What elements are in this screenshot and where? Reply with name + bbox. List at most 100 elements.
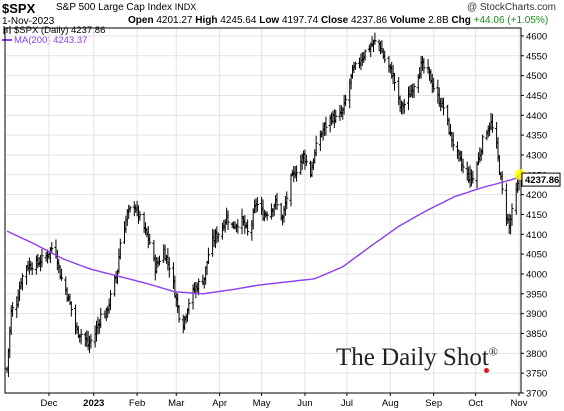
price-bar (294, 165, 299, 182)
x-tick-label: Apr (212, 398, 227, 409)
price-bar (157, 255, 162, 266)
price-bar (324, 116, 328, 136)
x-tick-label: Mar (168, 398, 184, 409)
x-axis: Dec 2023 Feb Mar Apr May Jun Jul Aug Sep Oct Nov (41, 393, 528, 409)
price-bar (69, 301, 73, 317)
price-bar (167, 257, 171, 278)
price-bar (363, 49, 367, 61)
ma200-series (6, 176, 520, 295)
price-bar (285, 191, 289, 210)
price-bar (402, 98, 406, 114)
price-bar (510, 203, 514, 226)
price-bar (426, 58, 430, 74)
price-bar (471, 170, 475, 184)
volume-label: Volume (389, 15, 426, 26)
price-bar (118, 238, 122, 260)
price-bar (481, 134, 485, 155)
y-tick-label: 4350 (526, 131, 547, 142)
x-tick-label: Jul (341, 398, 353, 409)
y-tick-label: 3950 (526, 289, 547, 300)
price-bar (497, 155, 502, 175)
price-bar (314, 135, 318, 157)
quote-summary: Open 4201.27 High 4245.64 Low 4197.74 Cl… (128, 15, 548, 26)
y-tick-label: 3850 (526, 329, 547, 340)
change-label: Chg (451, 15, 471, 26)
close-label: Close (320, 15, 349, 26)
y-tick-label: 4200 (526, 190, 547, 201)
ticker-symbol: $SPX (2, 1, 36, 16)
index-name: S&P 500 Large Cap Index INDX (56, 2, 196, 13)
price-bar (255, 197, 260, 212)
quote-date: 1-Nov-2023 (2, 16, 55, 27)
y-tick-label: 4500 (526, 71, 547, 82)
price-bar (89, 334, 93, 349)
x-tick-label: Oct (468, 398, 483, 409)
price-bar (422, 57, 426, 74)
price-bar (99, 307, 103, 329)
plot-frame (4, 27, 522, 394)
price-bar (59, 268, 64, 281)
y-tick-label: 3750 (526, 369, 547, 380)
last-price-marker: 4237.86 (514, 169, 561, 187)
price-bar (265, 211, 269, 221)
x-tick-label: Feb (129, 398, 145, 409)
price-bar (216, 232, 220, 242)
low-value: 4197.74 (282, 15, 319, 26)
price-bar (50, 242, 54, 254)
price-bar (79, 328, 83, 345)
price-bar (138, 210, 142, 221)
exchange-code: INDX (174, 2, 197, 12)
legend-ma-swatch (2, 39, 12, 42)
price-bar (148, 233, 152, 245)
price-bar (412, 83, 416, 99)
legend-ma-text: MA(200) 4243.37 (14, 35, 88, 46)
y-tick-label: 3700 (526, 389, 547, 400)
high-value: 4245.64 (220, 15, 257, 26)
change-value: +44.06 (+1.05%) (473, 15, 549, 26)
price-bar (334, 109, 338, 124)
x-tick-label: Dec (41, 398, 58, 409)
y-tick-label: 4400 (526, 111, 547, 122)
price-bar (226, 210, 230, 230)
price-bar (353, 61, 357, 70)
y-tick-label: 4550 (526, 51, 547, 62)
y-tick-label: 4300 (526, 150, 547, 161)
y-tick-label: 3900 (526, 309, 547, 320)
price-bar (236, 219, 240, 234)
y-tick-label: 4150 (526, 210, 547, 221)
price-bar (490, 113, 495, 133)
price-bar (392, 72, 397, 91)
price-bar (20, 273, 24, 291)
price-bar (128, 205, 132, 213)
price-bar (206, 247, 211, 264)
y-tick-label: 4600 (526, 31, 547, 42)
y-tick-label: 3800 (526, 349, 547, 360)
legend-price-text: $SPX (Daily) 4237.86 (14, 25, 106, 36)
price-bar (383, 50, 387, 63)
close-value: 4237.86 (350, 15, 388, 26)
price-bar (343, 94, 348, 107)
price-bar (451, 132, 455, 151)
watermark: The Daily Shot® (336, 344, 498, 372)
watermark-text: The Daily Shot (336, 344, 489, 371)
price-bar (441, 97, 446, 116)
x-tick-label: Jun (297, 398, 312, 409)
y-tick-label: 4050 (526, 250, 547, 261)
price-bar (177, 304, 181, 323)
price-bar (197, 278, 201, 296)
price-bar (246, 219, 250, 236)
plot-border (4, 27, 522, 394)
price-bar (30, 262, 34, 276)
index-full-name: S&P 500 Large Cap Index (56, 2, 173, 13)
x-tick-label: 2023 (83, 398, 104, 409)
price-bar (461, 158, 465, 174)
y-tick-label: 4450 (526, 91, 547, 102)
y-tick-label: 4000 (526, 269, 547, 280)
high-label: High (195, 15, 218, 26)
y-axis: 3700 3750 3800 3850 3900 3950 4000 4050 4100 4150… (521, 31, 547, 400)
low-label: Low (259, 15, 280, 26)
open-value: 4201.27 (156, 15, 193, 26)
price-bar (40, 248, 44, 268)
volume-value: 2.8B (428, 15, 449, 26)
